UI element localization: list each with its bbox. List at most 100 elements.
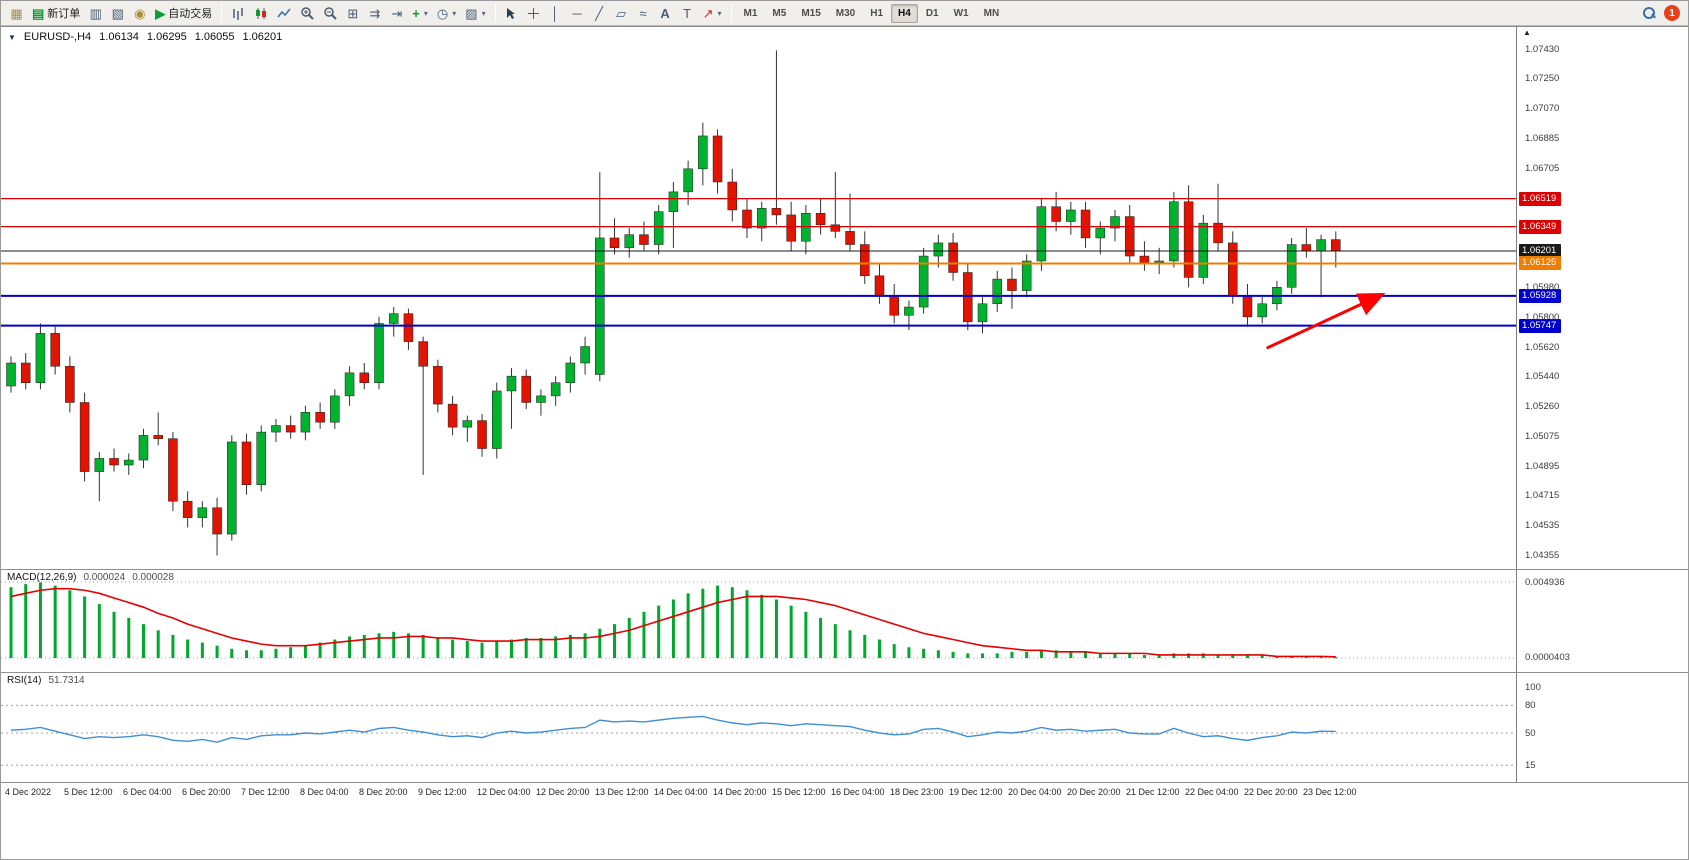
time-axis-label: 12 Dec 04:00 (477, 787, 531, 797)
community-button[interactable]: ◉ (129, 3, 150, 24)
timeframe-button-MN[interactable]: MN (977, 4, 1007, 23)
main-chart-pane: ▼ EURUSD-,H4 1.06134 1.06295 1.06055 1.0… (1, 27, 1688, 569)
time-axis-label: 20 Dec 20:00 (1067, 787, 1121, 797)
timeframe-button-M30[interactable]: M30 (829, 4, 862, 23)
chart-open-value: 1.06134 (99, 31, 139, 43)
new-chart-icon: ▦ (10, 5, 23, 21)
chart-line-button[interactable] (273, 3, 295, 24)
shapes-tool-button[interactable]: ↗ ▾ (699, 3, 726, 24)
market-watch-icon: ▧ (111, 5, 124, 21)
candlestick-chart-canvas[interactable] (1, 27, 1516, 569)
timeframe-button-M5[interactable]: M5 (765, 4, 793, 23)
chart-bars-button[interactable] (227, 3, 249, 24)
macd-signal-value: 0.000028 (132, 572, 174, 583)
horizontal-line-icon: ─ (572, 5, 582, 21)
indicators-button[interactable]: + ▾ (408, 3, 432, 24)
toolbar-separator (730, 4, 732, 22)
search-icon (1642, 6, 1656, 20)
time-axis-label: 6 Dec 20:00 (182, 787, 231, 797)
chart-shift-button[interactable]: ⇥ (386, 3, 407, 24)
axis-label: 1.07430 (1525, 43, 1560, 55)
axis-label: 1.05440 (1525, 371, 1560, 383)
crosshair-button[interactable] (523, 3, 544, 24)
zoom-out-button[interactable] (319, 3, 341, 24)
main-chart-plot[interactable]: ▼ EURUSD-,H4 1.06134 1.06295 1.06055 1.0… (1, 27, 1517, 569)
axis-scale-marker-icon: ▲ (1523, 28, 1531, 37)
toolbar-separator (221, 4, 223, 22)
chart-line-icon (277, 8, 291, 17)
tile-windows-button[interactable]: ⊞ (342, 3, 363, 24)
notification-badge[interactable]: 1 (1664, 5, 1680, 21)
search-button[interactable] (1638, 3, 1660, 24)
time-axis-label: 8 Dec 20:00 (359, 787, 408, 797)
macd-axis[interactable]: 0.004936 0.0000403 (1517, 570, 1688, 672)
macd-name: MACD(12,26,9) (7, 572, 77, 583)
price-level-badge: 1.06125 (1519, 256, 1562, 271)
time-axis[interactable]: 4 Dec 2022 5 Dec 12:00 6 Dec 04:00 6 Dec 20… (1, 782, 1688, 801)
chart-candles-button[interactable] (250, 3, 272, 24)
axis-label: 1.06885 (1525, 133, 1560, 145)
macd-plot[interactable]: MACD(12,26,9) 0.000024 0.000028 (1, 570, 1517, 672)
chart-low-value: 1.06055 (194, 31, 235, 43)
zoom-in-button[interactable] (296, 3, 318, 24)
vertical-line-tool-button[interactable]: │ (545, 3, 566, 24)
text-label-tool-button[interactable]: T (677, 3, 698, 24)
timeframe-button-M1[interactable]: M1 (737, 4, 765, 23)
chart-symbol-period: EURUSD-,H4 (23, 31, 92, 43)
timeframe-button-H4[interactable]: H4 (891, 3, 918, 23)
time-axis-label: 14 Dec 20:00 (713, 787, 767, 797)
templates-button[interactable]: ▨ ▾ (461, 3, 489, 24)
chart-candles-icon (256, 7, 267, 19)
axis-label: 80 (1525, 700, 1536, 712)
cursor-button[interactable] (501, 3, 522, 24)
fibonacci-tool-button[interactable]: ≈ (633, 3, 654, 24)
toolbar: ▦ ▤ 新订单 ▥ ▧ ◉ ▶ 自动交易 ⊞ ⇉ ⇥ + (1, 1, 1688, 26)
rsi-label: RSI(14) 51.7314 (7, 675, 85, 686)
new-chart-button[interactable]: ▦ (6, 3, 27, 24)
periods-button[interactable]: ◷ ▾ (433, 3, 460, 24)
new-order-label: 新订单 (47, 8, 81, 20)
horizontal-line-tool-button[interactable]: ─ (567, 3, 588, 24)
timeframe-button-D1[interactable]: D1 (919, 4, 946, 23)
crosshair-icon (527, 7, 539, 19)
time-axis-label: 22 Dec 20:00 (1244, 787, 1298, 797)
fibonacci-icon: ≈ (639, 5, 647, 21)
new-order-icon: ▤ (32, 5, 45, 21)
timeframe-button-H1[interactable]: H1 (863, 4, 890, 23)
trendline-tool-button[interactable]: ╱ (589, 3, 610, 24)
rsi-axis[interactable]: 100 80 50 15 (1517, 673, 1688, 782)
dropdown-caret-icon: ▾ (423, 8, 428, 18)
chart-close-value: 1.06201 (242, 31, 283, 43)
time-axis-label: 13 Dec 12:00 (595, 787, 649, 797)
vertical-line-icon: │ (551, 5, 560, 21)
axis-label: 15 (1525, 760, 1536, 772)
price-level-badge: 1.06349 (1519, 219, 1562, 234)
text-tool-button[interactable]: A (655, 3, 676, 24)
price-axis[interactable]: ▲ 1.06519 1.06349 1.06201 1.06125 1.05928 1.0… (1517, 27, 1688, 569)
zoom-in-icon (301, 7, 315, 20)
time-axis-label: 23 Dec 12:00 (1303, 787, 1357, 797)
timeframe-button-M15[interactable]: M15 (794, 4, 827, 23)
auto-trading-button[interactable]: ▶ 自动交易 (151, 3, 216, 24)
macd-chart-canvas[interactable] (1, 570, 1516, 672)
time-axis-label: 18 Dec 23:00 (890, 787, 944, 797)
axis-label: 1.05260 (1525, 400, 1560, 412)
rsi-chart-canvas[interactable] (1, 673, 1516, 782)
time-axis-label: 6 Dec 04:00 (123, 787, 172, 797)
market-watch-button[interactable]: ▧ (107, 3, 128, 24)
time-axis-label: 4 Dec 2022 (5, 787, 52, 797)
new-order-button[interactable]: ▤ 新订单 (28, 3, 84, 24)
timeframe-button-W1[interactable]: W1 (947, 4, 976, 23)
profiles-button[interactable]: ▥ (85, 3, 106, 24)
axis-label: 1.04535 (1525, 520, 1560, 532)
channel-tool-button[interactable]: ▱ (611, 3, 632, 24)
price-level-badge: 1.06201 (1519, 243, 1562, 258)
auto-scroll-button[interactable]: ⇉ (364, 3, 385, 24)
macd-main-value: 0.000024 (83, 572, 126, 583)
time-axis-label: 20 Dec 04:00 (1008, 787, 1062, 797)
community-icon: ◉ (134, 5, 146, 21)
axis-label: 1.06705 (1525, 163, 1560, 175)
rsi-plot[interactable]: RSI(14) 51.7314 (1, 673, 1517, 782)
axis-label: 1.07070 (1525, 102, 1560, 114)
